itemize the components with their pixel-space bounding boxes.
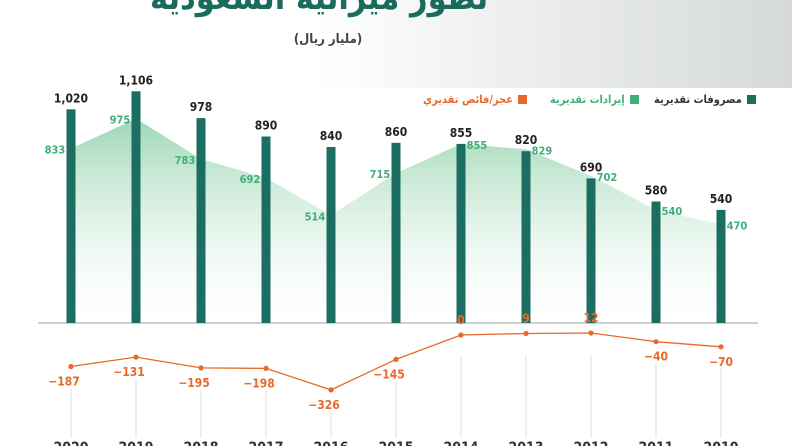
revenue-label: 975 [110,114,131,127]
revenue-label: 829 [532,144,553,157]
legend-label-expenditure: مصروفات تقديرية [654,93,742,106]
revenue-label: 715 [370,168,391,181]
balance-label: 9 [522,311,530,325]
balance-point [458,332,464,338]
legend-swatch-revenue [629,95,639,104]
balance-label: −70 [709,355,733,369]
balance-point [328,387,334,393]
balance-label: −195 [178,376,210,390]
expenditure-bar [326,147,336,323]
legend-item-balance: عجز/فائض تقديري [423,93,528,106]
year-tick-label: 2011 [638,440,673,446]
expenditure-bar [196,118,206,323]
revenue-label: 470 [727,220,748,233]
balance-label: −198 [243,376,275,390]
year-tick-label: 2018 [183,440,218,446]
legend-swatch-balance [518,95,528,104]
expenditure-bar [586,178,596,323]
legend-label-revenue: إيرادات تقديرية [550,93,625,106]
expenditure-label: 690 [580,160,603,174]
revenue-label: 783 [175,154,196,167]
year-tick-label: 2016 [313,440,348,446]
expenditure-bar [261,136,271,323]
expenditure-label: 978 [190,100,213,114]
balance-point [653,339,659,345]
year-tick-label: 2012 [573,440,608,446]
expenditure-label: 1,020 [54,91,88,105]
expenditure-label: 860 [385,125,408,139]
balance-point [718,344,724,350]
revenue-label: 855 [467,139,488,152]
unit-label: (مليار ريال) [293,32,363,47]
expenditure-label: 580 [645,183,668,197]
expenditure-bar [651,201,661,323]
year-tick-label: 2010 [703,440,738,446]
balance-point [263,365,269,371]
legend-item-expenditure: مصروفات تقديرية [654,93,756,106]
year-tick-label: 2014 [443,440,478,446]
expenditure-bar [131,91,141,323]
year-tick-label: 2020 [53,440,88,446]
balance-label: 0 [457,313,465,327]
year-tick-label: 2019 [118,440,153,446]
header-banner [0,0,792,88]
balance-label: −131 [113,365,145,379]
balance-label: −187 [48,375,80,389]
legend-swatch-expenditure [746,95,756,104]
expenditure-label: 540 [710,192,733,206]
balance-point [523,330,529,337]
balance-point [393,356,399,362]
expenditure-bar [391,142,401,323]
revenue-label: 833 [45,143,66,156]
expenditure-bar [716,209,726,323]
expenditure-label: 890 [255,119,278,133]
revenue-label: 540 [662,205,683,218]
balance-point [198,365,204,371]
balance-label: −326 [308,398,340,412]
balance-label: 12 [583,311,598,325]
balance-label: −145 [373,367,405,381]
page-title: تطور ميزانية السعودية [150,0,488,18]
balance-point [133,354,139,360]
legend-label-balance: عجز/فائض تقديري [423,93,514,106]
expenditure-label: 855 [450,126,473,140]
expenditure-bar [456,143,466,323]
year-tick-label: 2015 [378,440,413,446]
revenue-label: 702 [597,171,618,184]
expenditure-label: 820 [515,133,538,147]
expenditure-label: 840 [320,129,343,143]
balance-point [588,330,594,336]
revenue-label: 514 [305,210,326,223]
balance-point [68,363,74,370]
legend-item-revenue: إيرادات تقديرية [550,93,639,106]
year-tick-label: 2013 [508,440,543,446]
balance-label: −40 [644,350,668,364]
revenue-label: 692 [240,173,261,186]
expenditure-label: 1,106 [119,73,153,87]
year-tick-label: 2017 [248,440,283,446]
expenditure-bar [66,109,76,323]
expenditure-bar [521,151,531,323]
